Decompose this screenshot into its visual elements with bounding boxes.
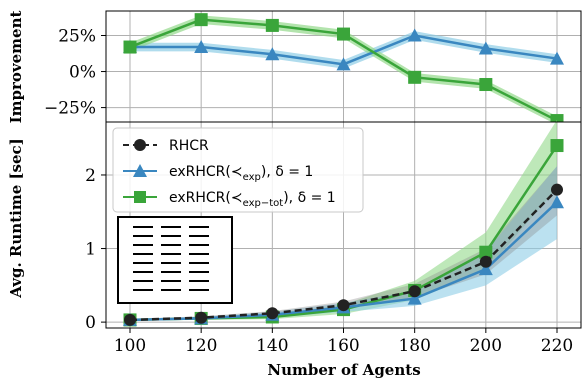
legend-tot-sub: exp−tot [243, 198, 284, 209]
legend-exp-sub: exp [243, 172, 261, 183]
legend-box [112, 127, 364, 213]
runtime-ytick-label-0: 0 [85, 313, 96, 333]
improvement-y-ticks: 25% 0% −25% [44, 27, 106, 119]
xtick-label-2: 140 [256, 336, 288, 356]
improvement-point-exp-220 [550, 51, 564, 65]
runtime-point-tot-200 [479, 245, 493, 259]
improvement-band-exp [130, 31, 557, 69]
xtick-label-1: 120 [185, 336, 217, 356]
improvement-point-exp-180 [407, 28, 422, 42]
improvement-point-tot-160 [337, 27, 350, 41]
runtime-point-rhcr-180 [408, 285, 421, 298]
runtime-y-ticks: 0 1 2 [85, 166, 106, 333]
legend-tot-suffix: ), δ = 1 [283, 190, 335, 206]
runtime-band-rhcr [130, 166, 557, 321]
runtime-point-rhcr-140 [266, 307, 279, 320]
legend: RHCR exRHCR(≺exp), δ = 1 exRHCR(≺exp−tot… [112, 127, 364, 213]
legend-entry-exrhcr-exp-tot: exRHCR(≺exp−tot), δ = 1 [123, 190, 336, 209]
runtime-point-rhcr-220 [551, 183, 563, 196]
improvement-series [123, 13, 564, 128]
warehouse-map-inset [117, 216, 233, 304]
x-axis-ticks: 100 120 140 160 180 200 220 [114, 328, 573, 356]
improvement-ytick-label-1: 0% [69, 63, 96, 83]
runtime-ytick-label-2: 2 [85, 166, 96, 186]
legend-tot-marker [134, 191, 146, 203]
runtime-panel: 0 1 2 100 120 140 160 180 200 220 Avg. Runtime [… [7, 119, 582, 379]
runtime-point-rhcr-100 [124, 313, 136, 326]
xtick-label-4: 180 [398, 336, 430, 356]
improvement-panel: 25% 0% −25% Improvement [7, 10, 582, 128]
improvement-ytick-label-0: 25% [58, 27, 96, 47]
improvement-point-tot-140 [265, 18, 279, 32]
improvement-point-tot-120 [194, 13, 208, 27]
warehouse-map-frame [117, 216, 233, 304]
x-axis-label: Number of Agents [267, 361, 420, 379]
runtime-series [123, 139, 564, 327]
improvement-point-tot-180 [408, 70, 422, 84]
improvement-point-exp-120 [194, 40, 209, 54]
legend-entry-exrhcr-exp: exRHCR(≺exp), δ = 1 [123, 164, 313, 183]
legend-tot-name: exRHCR(≺ [169, 190, 243, 206]
improvement-point-tot-100 [123, 40, 137, 54]
runtime-point-rhcr-120 [195, 311, 208, 324]
runtime-band-exp [130, 166, 557, 321]
runtime-point-rhcr-160 [337, 299, 350, 312]
xtick-label-5: 200 [470, 336, 502, 356]
legend-exp-name: exRHCR(≺ [169, 164, 243, 180]
xtick-label-3: 160 [327, 336, 359, 356]
warehouse-shelves [133, 226, 209, 291]
runtime-point-tot-220 [550, 139, 564, 153]
legend-entry-rhcr: RHCR [123, 138, 209, 154]
improvement-ytick-label-2: −25% [44, 99, 96, 119]
legend-rhcr-marker [134, 139, 146, 151]
legend-rhcr-label: RHCR [169, 138, 209, 154]
improvement-point-exp-160 [336, 57, 351, 71]
xtick-label-0: 100 [114, 336, 146, 356]
legend-tot-label: exRHCR(≺exp−tot), δ = 1 [169, 190, 336, 209]
legend-exp-suffix: ), δ = 1 [261, 164, 313, 180]
improvement-point-tot-200 [479, 78, 493, 92]
improvement-point-exp-200 [478, 41, 493, 55]
runtime-point-exp-200 [478, 262, 493, 276]
legend-exp-label: exRHCR(≺exp), δ = 1 [169, 164, 313, 183]
improvement-point-exp-140 [265, 47, 280, 61]
xtick-label-6: 220 [541, 336, 573, 356]
legend-exp-marker [133, 164, 147, 177]
runtime-point-exp-220 [550, 195, 564, 209]
runtime-y-axis-label: Avg. Runtime [sec] [7, 138, 25, 299]
runtime-point-rhcr-200 [479, 255, 492, 268]
runtime-ytick-label-1: 1 [85, 240, 96, 260]
runtime-point-exp-180 [407, 291, 422, 305]
improvement-y-axis-label: Improvement [7, 11, 25, 124]
